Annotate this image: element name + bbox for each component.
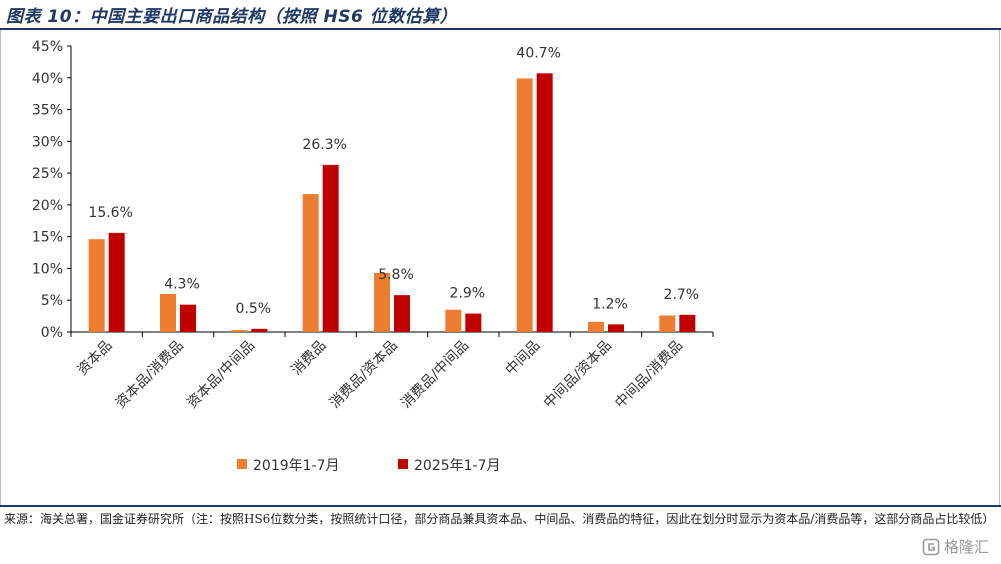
title-rule	[0, 28, 1001, 30]
data-label: 40.7%	[516, 45, 560, 61]
data-label: 26.3%	[302, 137, 346, 153]
data-label: 2.7%	[664, 287, 700, 303]
source-rule	[0, 505, 1001, 507]
x-category-label: 中间品/资本品	[541, 338, 615, 412]
bar	[465, 313, 482, 332]
bar	[302, 194, 319, 332]
watermark-text: 格隆汇	[944, 538, 990, 556]
legend-label: 2019年1-7月	[253, 458, 340, 474]
bar	[608, 324, 624, 332]
bar	[394, 295, 410, 332]
bar	[516, 78, 533, 332]
x-category-label: 消费品/中间品	[398, 338, 472, 412]
frame-right-border	[999, 30, 1000, 506]
bar	[659, 315, 676, 332]
data-label: 1.2%	[592, 296, 628, 312]
x-category-label: 资本品	[74, 338, 115, 379]
y-tick-label: 25%	[32, 166, 63, 182]
y-tick-label: 10%	[32, 261, 63, 277]
y-tick-label: 20%	[32, 198, 63, 214]
bar	[160, 293, 176, 332]
y-tick-label: 15%	[32, 230, 63, 246]
bar	[588, 321, 604, 332]
frame-left-border	[0, 30, 1, 506]
y-tick-label: 5%	[41, 293, 63, 309]
x-category-label: 资本品/消费品	[113, 338, 187, 412]
y-tick-label: 40%	[32, 71, 63, 87]
data-label: 0.5%	[236, 301, 272, 317]
x-category-label: 资本品/中间品	[184, 338, 258, 412]
y-tick-label: 35%	[32, 103, 63, 119]
bar	[231, 330, 248, 332]
bar	[679, 314, 696, 332]
data-label: 5.8%	[378, 267, 414, 283]
legend-swatch	[398, 459, 408, 469]
data-label: 4.3%	[164, 277, 200, 293]
y-tick-label: 45%	[32, 39, 63, 55]
chart-title: 图表 10：中国主要出口商品结构（按照 HS6 位数估算）	[6, 7, 458, 27]
y-tick-label: 30%	[32, 134, 63, 150]
watermark: 格隆汇	[922, 536, 989, 557]
y-tick-label: 0%	[41, 325, 63, 341]
x-category-label: 消费品/资本品	[327, 338, 401, 412]
bar	[536, 73, 553, 332]
bar	[445, 309, 462, 332]
bar	[322, 164, 339, 332]
x-category-label: 中间品	[502, 338, 543, 379]
x-category-label: 中间品/消费品	[612, 338, 686, 412]
bar	[108, 232, 125, 332]
bar	[374, 272, 390, 332]
bar	[88, 239, 105, 332]
data-label: 2.9%	[450, 286, 486, 302]
legend-swatch	[237, 459, 247, 469]
x-category-label: 消费品	[288, 338, 329, 379]
watermark-logo-icon	[922, 538, 940, 555]
data-label: 15.6%	[88, 205, 132, 221]
legend-label: 2025年1-7月	[414, 458, 501, 474]
source-note: 来源：海关总署，国金证券研究所（注：按照HS6位数分类，按照统计口径，部分商品兼…	[4, 512, 995, 526]
bar-chart: 0% 5% 10% 15% 20% 25% 30% 35% 40% 45% 15.6% 资本品 4.3%…	[32, 39, 714, 474]
bar	[180, 304, 196, 332]
bar	[251, 328, 268, 332]
